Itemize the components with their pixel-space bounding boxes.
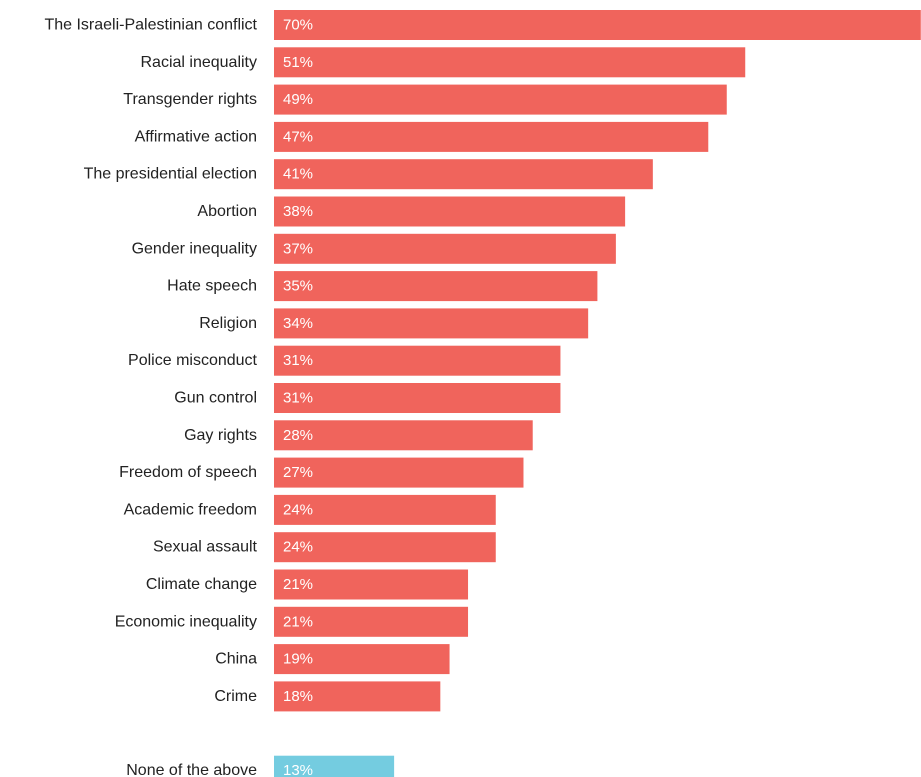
- bar-row: None of the above 13%: [126, 755, 395, 777]
- value-label: 35%: [283, 278, 313, 295]
- value-label: 70%: [283, 17, 313, 34]
- bar: [274, 532, 496, 563]
- bar-row: China 19%: [215, 644, 450, 675]
- value-label: 21%: [283, 576, 313, 593]
- bar-row: Transgender rights 49%: [123, 84, 727, 115]
- bar: [274, 569, 469, 600]
- bars: The Israeli-Palestinian conflict 70% Racia…: [44, 10, 921, 777]
- category-label: Academic freedom: [124, 501, 257, 518]
- value-label: 24%: [283, 539, 313, 556]
- value-label: 38%: [283, 203, 313, 220]
- value-label: 49%: [283, 91, 313, 108]
- category-label: Transgender rights: [123, 91, 257, 108]
- category-label: Economic inequality: [115, 613, 257, 630]
- category-label: Racial inequality: [140, 54, 257, 71]
- bar-row: Sexual assault 24%: [153, 532, 496, 563]
- category-label: Affirmative action: [135, 128, 257, 145]
- bar: [274, 121, 709, 152]
- bar: [274, 308, 589, 339]
- category-label: Religion: [199, 315, 257, 332]
- category-label: The presidential election: [84, 166, 257, 183]
- value-label: 21%: [283, 613, 313, 630]
- bar: [274, 457, 524, 488]
- bar: [274, 84, 727, 115]
- bar-row: The Israeli-Palestinian conflict 70%: [44, 10, 921, 40]
- bar: [274, 494, 496, 525]
- category-label: Hate speech: [167, 278, 257, 295]
- bar-row: Freedom of speech 27%: [119, 457, 524, 488]
- category-label: Police misconduct: [128, 352, 258, 369]
- bar-row: Academic freedom 24%: [124, 494, 496, 525]
- bar-row: Gender inequality 37%: [132, 233, 616, 264]
- bar: [274, 681, 441, 712]
- category-label: Abortion: [197, 203, 257, 220]
- category-label: None of the above: [126, 762, 257, 777]
- bar: [274, 755, 395, 777]
- value-label: 51%: [283, 54, 313, 71]
- value-label: 27%: [283, 464, 313, 481]
- category-label: Gender inequality: [132, 240, 257, 257]
- category-label: Crime: [214, 688, 257, 705]
- bar: [274, 420, 533, 451]
- bar: [274, 233, 616, 264]
- bar: [274, 271, 598, 302]
- value-label: 24%: [283, 501, 313, 518]
- bar-row: Crime 18%: [214, 681, 441, 712]
- bar-row: Gay rights 28%: [184, 420, 533, 451]
- category-label: China: [215, 651, 257, 668]
- value-label: 34%: [283, 315, 313, 332]
- value-label: 37%: [283, 240, 313, 257]
- bar: [274, 644, 450, 675]
- category-label: Freedom of speech: [119, 464, 257, 481]
- bar-row: Affirmative action 47%: [135, 121, 709, 152]
- bar-row: Police misconduct 31%: [128, 345, 561, 376]
- category-label: Gun control: [174, 390, 257, 407]
- category-label: Climate change: [146, 576, 257, 593]
- value-label: 47%: [283, 128, 313, 145]
- value-label: 41%: [283, 166, 313, 183]
- bar-row: Abortion 38%: [197, 196, 626, 227]
- bar: [274, 10, 921, 40]
- value-label: 19%: [283, 651, 313, 668]
- bar: [274, 345, 561, 376]
- bar-row: Racial inequality 51%: [140, 47, 746, 78]
- bar-row: The presidential election 41%: [84, 159, 653, 190]
- bar-row: Economic inequality 21%: [115, 606, 469, 637]
- bar: [274, 383, 561, 413]
- value-label: 28%: [283, 427, 313, 444]
- bar-row: Gun control 31%: [174, 383, 561, 413]
- category-label: Gay rights: [184, 427, 257, 444]
- bar-row: Religion 34%: [199, 308, 589, 339]
- value-label: 31%: [283, 352, 313, 369]
- bar-row: Hate speech 35%: [167, 271, 598, 302]
- category-label: The Israeli-Palestinian conflict: [44, 17, 257, 34]
- value-label: 18%: [283, 688, 313, 705]
- value-label: 13%: [283, 762, 313, 777]
- bar: [274, 606, 469, 637]
- bar: [274, 196, 626, 227]
- value-label: 31%: [283, 390, 313, 407]
- bar-row: Climate change 21%: [146, 569, 469, 600]
- bar: [274, 159, 653, 190]
- category-label: Sexual assault: [153, 539, 258, 556]
- bar: [274, 47, 746, 78]
